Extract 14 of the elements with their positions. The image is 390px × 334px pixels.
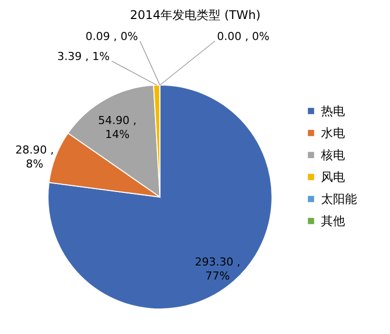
text: 0.00 , 0% (217, 30, 270, 43)
legend-label: 太阳能 (321, 192, 357, 206)
data-label: 54.90 , 14% (98, 114, 137, 141)
legend-label: 水电 (321, 126, 345, 140)
legend-label: 核电 (320, 148, 345, 162)
pie-slice (48, 84, 272, 310)
legend-label: 热电 (321, 104, 345, 118)
legend-label: 其他 (321, 214, 345, 228)
data-label: 293.30 , 77% (194, 256, 240, 283)
data-label: 3.39 , 1% (57, 50, 110, 64)
chart-title: 2014年发电类型 (TWh) (130, 8, 261, 22)
legend-label: 风电 (321, 170, 345, 184)
data-label: 0.09 , 0% (85, 30, 138, 43)
data-label: 28.90 , 8% (15, 144, 54, 171)
